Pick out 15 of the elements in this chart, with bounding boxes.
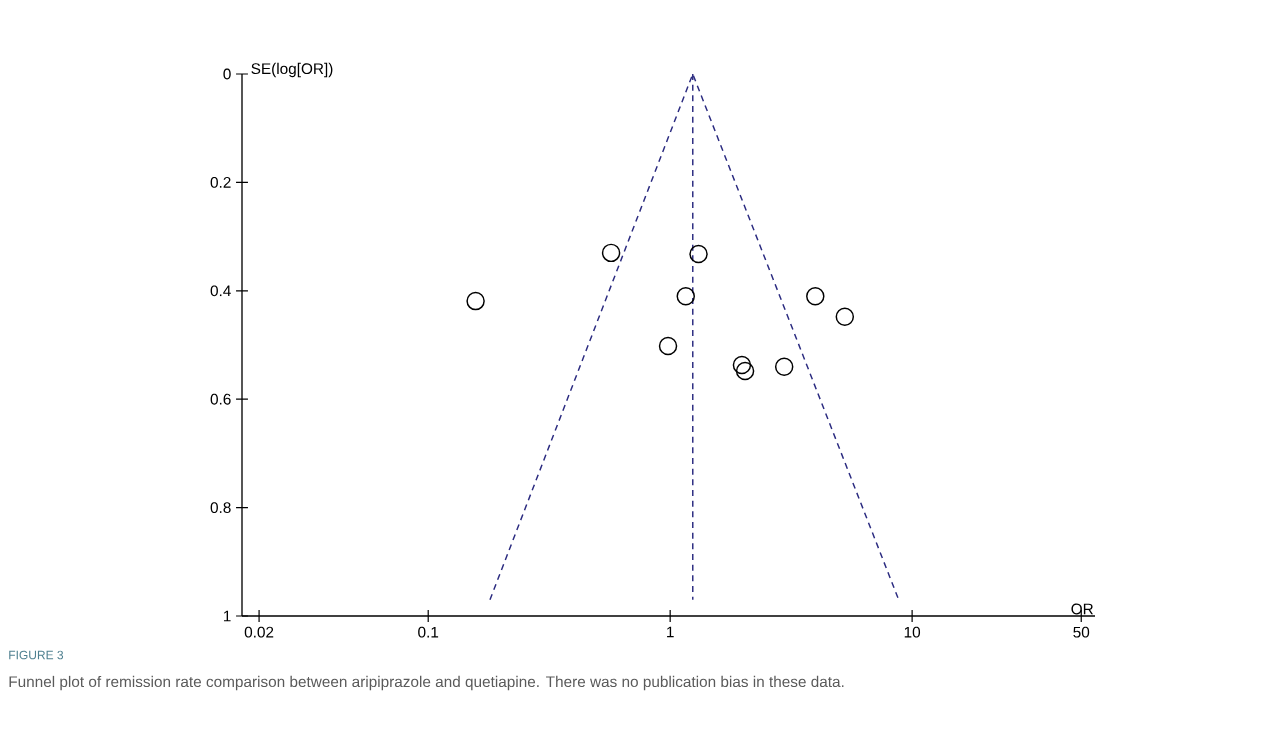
- y-tick-label: 1: [223, 610, 231, 622]
- x-tick-label: 0.02: [244, 626, 274, 638]
- caption: FIGURE 3: [9, 650, 64, 660]
- y-tick-label: 0.6: [210, 393, 231, 405]
- y-tick-label: 0: [223, 68, 231, 80]
- x-tick-label: 50: [1073, 626, 1090, 638]
- x-tick-label: 10: [904, 626, 921, 638]
- y-tick-label: 0.8: [210, 502, 231, 514]
- y-tick-label: 0.2: [210, 176, 231, 188]
- x-axis-title: OR: [1071, 603, 1093, 615]
- x-tick-label: 0.1: [418, 626, 439, 638]
- y-axis-title: SE(log[OR]): [251, 62, 333, 78]
- y-tick-label: 0.4: [210, 285, 231, 297]
- x-tick-label: 1: [667, 626, 674, 638]
- text: Funnel plot of remission rate comparison between aripiprazole and quetiapine. There was no publication bias in these data.: [9, 675, 844, 691]
